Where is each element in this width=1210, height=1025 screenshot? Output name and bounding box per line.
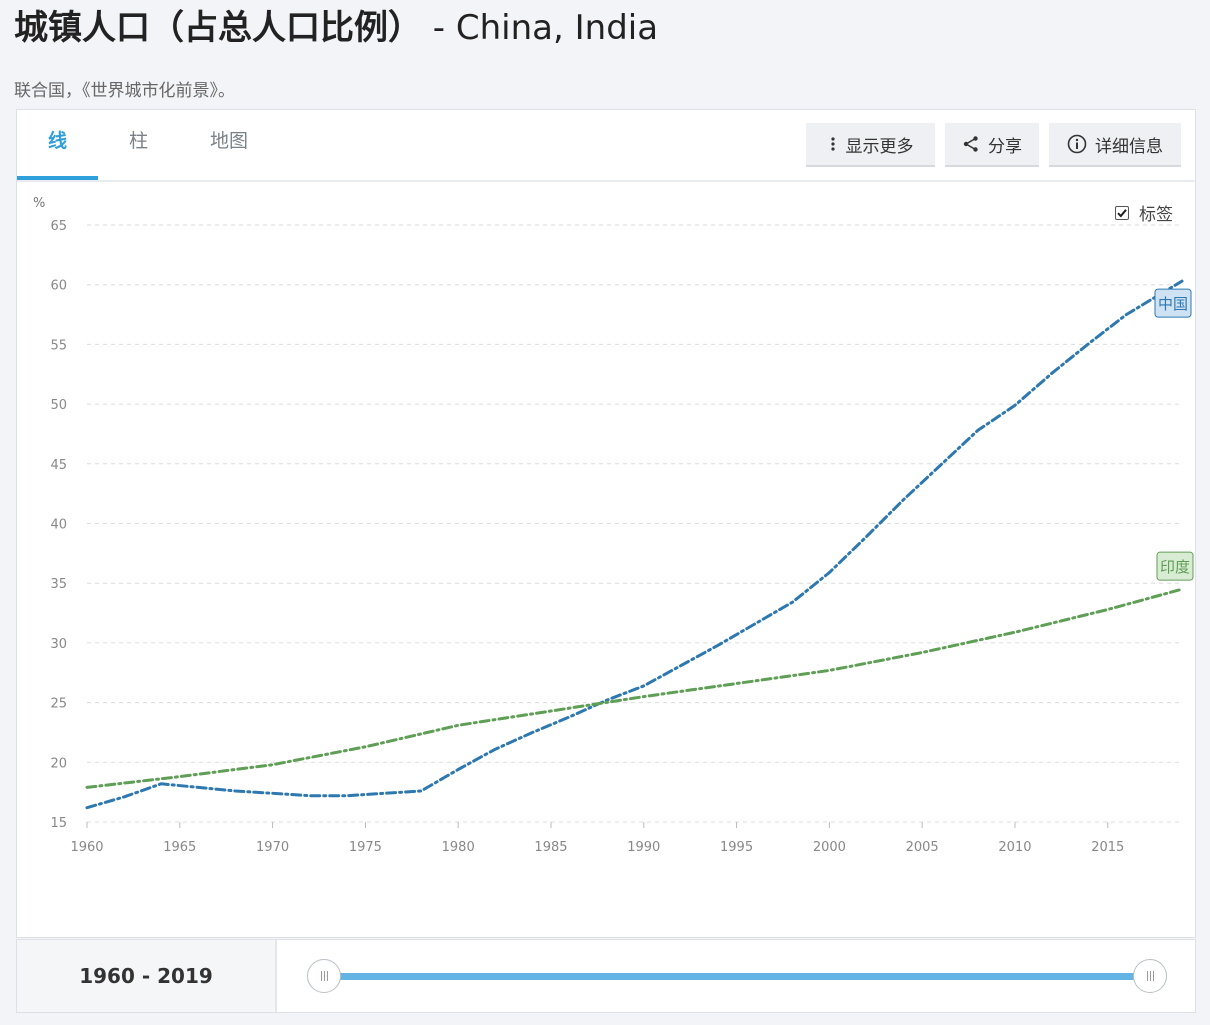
range-end-handle[interactable] bbox=[1133, 959, 1167, 993]
x-tick-label: 2015 bbox=[1091, 840, 1124, 855]
y-axis-unit-label: % bbox=[33, 196, 45, 211]
series-line-0 bbox=[85, 279, 1184, 810]
y-tick-label: 40 bbox=[50, 518, 67, 533]
show-more-button[interactable]: 显示更多 bbox=[806, 123, 935, 167]
y-tick-label: 15 bbox=[50, 816, 67, 831]
chart-area: % 15 20 25 30 35 40 45 50 55 60 65 1960 1965 1970 1975 1… bbox=[17, 182, 1195, 937]
tab-bar[interactable]: 柱 bbox=[128, 130, 148, 152]
x-tick-label: 2010 bbox=[998, 840, 1031, 855]
y-tick-label: 60 bbox=[50, 279, 67, 294]
share-icon bbox=[962, 135, 980, 153]
x-tick-label: 1995 bbox=[720, 840, 753, 855]
x-tick-label: 1980 bbox=[442, 840, 475, 855]
indicator-title: 城镇人口（占总人口比例） bbox=[14, 8, 422, 48]
source-note: 联合国，《世界城市化前景》。 bbox=[14, 81, 235, 101]
info-icon bbox=[1067, 134, 1087, 154]
x-tick-label: 1965 bbox=[163, 840, 196, 855]
active-tab-indicator bbox=[17, 176, 98, 180]
series-line-1 bbox=[85, 587, 1184, 789]
series-end-label-box bbox=[1156, 551, 1194, 581]
year-range-track[interactable] bbox=[325, 973, 1145, 980]
labels-toggle[interactable]: 标签 bbox=[1115, 200, 1173, 225]
line-chart: % 15 20 25 30 35 40 45 50 55 60 65 1960 1965 1970 1975 1… bbox=[33, 196, 1194, 855]
y-tick-label: 30 bbox=[50, 637, 67, 652]
y-tick-label: 65 bbox=[50, 219, 67, 234]
series-end-label: 印度 bbox=[1160, 558, 1190, 576]
x-tick-label: 1970 bbox=[256, 840, 289, 855]
y-tick-label: 25 bbox=[50, 697, 67, 712]
details-button[interactable]: 详细信息 bbox=[1049, 123, 1181, 167]
chart-type-tabs: 线 柱 地图 显示更多 分享 详细信息 bbox=[17, 110, 1195, 182]
y-tick-label: 35 bbox=[50, 577, 67, 592]
page-title: 城镇人口（占总人口比例） - China, India bbox=[14, 6, 658, 50]
x-tick-label: 1975 bbox=[349, 840, 382, 855]
country-list: - China, India bbox=[422, 8, 659, 48]
details-label: 详细信息 bbox=[1095, 136, 1163, 157]
tab-map[interactable]: 地图 bbox=[209, 130, 248, 152]
grip-icon bbox=[320, 971, 328, 981]
x-tick-label: 1960 bbox=[70, 840, 103, 855]
grip-icon bbox=[1146, 971, 1154, 981]
share-label: 分享 bbox=[988, 136, 1022, 157]
vertical-dots-icon bbox=[828, 135, 838, 153]
y-tick-label: 50 bbox=[50, 398, 67, 413]
x-tick-label: 1990 bbox=[627, 840, 660, 855]
series-end-label-box bbox=[1154, 288, 1192, 318]
x-tick-label: 1985 bbox=[534, 840, 567, 855]
labels-checkbox[interactable] bbox=[1115, 205, 1129, 220]
share-button[interactable]: 分享 bbox=[945, 123, 1039, 167]
y-tick-label: 55 bbox=[50, 338, 67, 353]
chart-card: 线 柱 地图 显示更多 分享 详细信息 标签 % 15 20 25 bbox=[16, 109, 1196, 938]
series-end-label: 中国 bbox=[1158, 295, 1188, 313]
x-tick-label: 2000 bbox=[813, 840, 846, 855]
x-tick-label: 2005 bbox=[906, 840, 939, 855]
y-tick-label: 45 bbox=[50, 458, 67, 473]
year-range-label: 1960 - 2019 bbox=[17, 940, 277, 1012]
tab-line[interactable]: 线 bbox=[47, 130, 67, 152]
y-tick-label: 20 bbox=[50, 756, 67, 771]
range-start-handle[interactable] bbox=[307, 959, 341, 993]
year-range-footer: 1960 - 2019 bbox=[16, 939, 1196, 1013]
labels-toggle-label: 标签 bbox=[1139, 205, 1173, 225]
show-more-label: 显示更多 bbox=[845, 136, 914, 157]
